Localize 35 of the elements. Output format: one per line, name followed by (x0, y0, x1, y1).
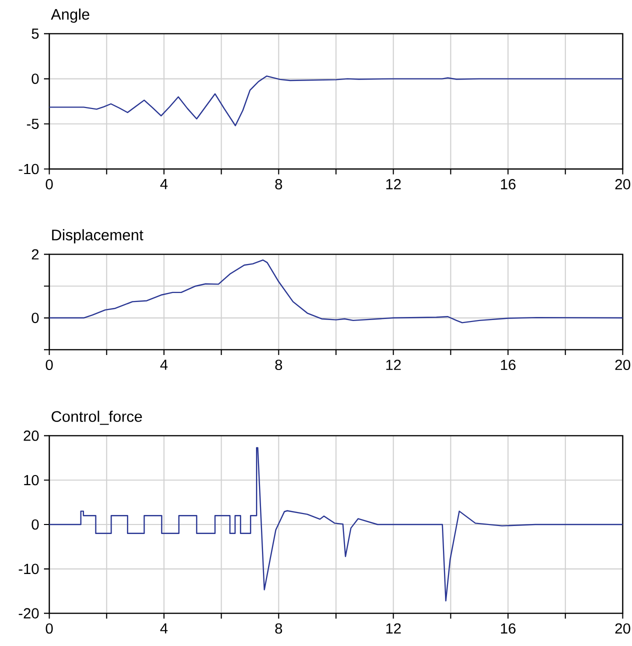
y-tick-label: 0 (32, 519, 39, 530)
x-tick-label: 8 (275, 179, 282, 190)
y-tick-label: 2 (32, 249, 39, 260)
x-tick-label: 4 (160, 360, 168, 370)
y-tick-label: -10 (18, 164, 39, 174)
y-tick-label: -20 (18, 608, 39, 618)
x-tick-label: 0 (46, 623, 53, 634)
line-series (48, 75, 624, 126)
x-tick-label: 16 (501, 360, 516, 370)
x-tick-label: 20 (615, 179, 630, 190)
x-tick-label: 12 (386, 179, 401, 190)
x-tick-label: 20 (615, 360, 630, 370)
x-tick-label: 20 (615, 623, 630, 634)
y-tick-label: 10 (24, 474, 39, 486)
x-tick-label: 16 (501, 623, 516, 634)
x-tick-label: 4 (160, 623, 168, 634)
x-tick-label: 12 (386, 623, 401, 634)
y-tick-label: -10 (18, 564, 39, 574)
x-tick-label: 8 (275, 360, 282, 370)
x-tick-label: 4 (160, 179, 168, 190)
x-tick-label: 12 (386, 360, 401, 370)
y-tick-label: 20 (24, 430, 39, 441)
x-tick-label: 0 (46, 179, 53, 190)
chart-title: Control_force (52, 410, 142, 425)
x-tick-label: 8 (275, 623, 282, 634)
y-tick-label: 0 (32, 312, 39, 324)
y-tick-label: 5 (32, 28, 39, 39)
line-series (48, 259, 624, 324)
y-tick-label: 0 (32, 74, 39, 84)
chart-title: Displacement (52, 229, 144, 244)
x-tick-label: 16 (501, 179, 516, 190)
x-tick-label: 0 (46, 360, 53, 370)
chart-title: Angle (50, 8, 90, 23)
line-series (48, 447, 624, 602)
y-tick-label: -5 (26, 118, 39, 130)
